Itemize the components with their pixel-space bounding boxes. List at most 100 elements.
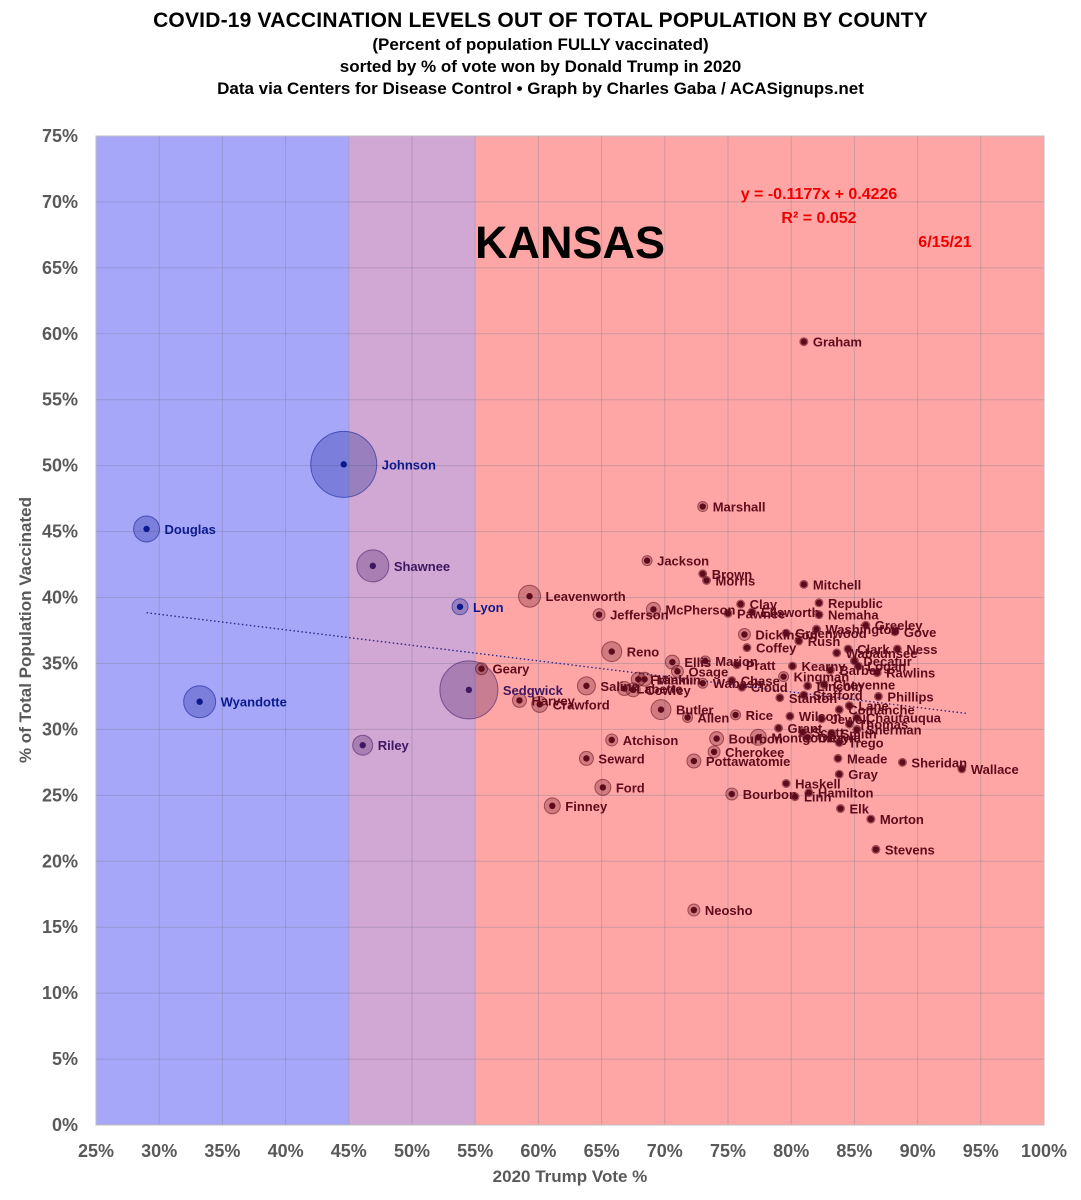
- point-label: Hamilton: [818, 786, 874, 801]
- point-marker: [733, 661, 741, 668]
- point-marker: [699, 570, 706, 577]
- point-marker: [782, 629, 790, 637]
- point-label: Comanche: [848, 703, 914, 718]
- point-marker: [516, 697, 523, 704]
- y-tick-label: 45%: [42, 522, 78, 542]
- chart-title: COVID-19 VACCINATION LEVELS OUT OF TOTAL…: [153, 9, 928, 32]
- point-marker: [853, 714, 861, 721]
- point-label: Johnson: [382, 457, 436, 472]
- y-tick-label: 55%: [42, 390, 78, 410]
- point-label: Sheridan: [911, 755, 967, 770]
- point-label: Sherman: [866, 722, 922, 737]
- point-label: Bourbon: [743, 787, 797, 802]
- point-label: Brown: [712, 567, 753, 582]
- x-tick-label: 55%: [457, 1141, 493, 1161]
- x-tick-label: 60%: [520, 1141, 556, 1161]
- point-label: Seward: [598, 751, 644, 766]
- point-label: Jackson: [657, 554, 709, 569]
- point-marker: [804, 734, 811, 741]
- point-label: Meade: [847, 751, 887, 766]
- point-marker: [143, 525, 150, 533]
- point-label: Gove: [904, 625, 937, 640]
- point-label: Saline: [600, 679, 638, 694]
- chart-subtitle-1: (Percent of population FULLY vaccinated): [372, 35, 709, 54]
- point-marker: [894, 645, 901, 653]
- point-marker: [536, 701, 543, 708]
- point-label: Phillips: [887, 689, 933, 704]
- point-marker: [813, 625, 820, 633]
- regression-equation: y = -0.1177x + 0.4226: [741, 186, 898, 203]
- point-marker: [684, 714, 691, 721]
- point-marker: [815, 611, 823, 618]
- y-axis-ticks: 0% 5% 10% 15% 20% 25% 30% 35% 40% 45% 50% 55% 60% 65%…: [42, 126, 78, 1135]
- point-marker: [595, 611, 603, 618]
- x-tick-label: 40%: [268, 1141, 304, 1161]
- point-label: McPherson: [665, 602, 735, 617]
- chart-subtitle-2: sorted by % of vote won by Donald Trump …: [339, 57, 742, 76]
- point-marker: [340, 461, 347, 468]
- point-label: Marion: [715, 654, 758, 669]
- point-label: Wabaunsee: [846, 646, 918, 661]
- point-marker: [583, 682, 590, 690]
- point-label: Grant: [788, 721, 823, 736]
- point-label: Ford: [616, 780, 645, 795]
- point-label: Finney: [565, 799, 608, 814]
- y-tick-label: 0%: [52, 1115, 78, 1135]
- point-label: Kearny: [801, 659, 846, 674]
- point-marker: [724, 610, 732, 617]
- point-marker: [699, 680, 706, 687]
- point-marker: [834, 755, 842, 762]
- point-label: Pratt: [746, 658, 776, 673]
- point-labels: Johnson Douglas Wyandotte Lyon Shawnee Riley S…: [165, 335, 1019, 918]
- point-marker: [800, 581, 808, 588]
- point-marker: [608, 648, 615, 655]
- point-label: Neosho: [705, 903, 753, 918]
- point-marker: [728, 677, 735, 684]
- point-marker: [836, 771, 843, 778]
- point-label: Bourbon: [729, 732, 783, 747]
- x-tick-label: 35%: [204, 1141, 240, 1161]
- point-marker: [800, 691, 808, 699]
- point-marker: [699, 503, 706, 510]
- point-marker: [703, 577, 710, 584]
- point-marker: [702, 657, 709, 665]
- point-label: Douglas: [165, 522, 216, 537]
- y-tick-label: 30%: [42, 719, 78, 739]
- x-tick-label: 45%: [331, 1141, 367, 1161]
- point-marker: [820, 681, 828, 688]
- point-marker: [728, 790, 735, 798]
- point-marker: [526, 593, 533, 600]
- point-marker: [674, 668, 681, 675]
- y-tick-label: 15%: [42, 917, 78, 937]
- point-marker: [815, 599, 823, 607]
- point-marker: [799, 728, 806, 736]
- point-marker: [690, 906, 698, 914]
- point-marker: [657, 706, 665, 713]
- point-marker: [630, 686, 637, 694]
- point-label: Sedgwick: [503, 683, 564, 698]
- point-marker: [690, 757, 698, 765]
- x-tick-label: 70%: [647, 1141, 683, 1161]
- y-tick-label: 70%: [42, 192, 78, 212]
- point-label: Wyandotte: [221, 695, 287, 710]
- y-tick-label: 50%: [42, 456, 78, 476]
- point-marker: [846, 702, 853, 709]
- point-label: Scott: [812, 725, 845, 740]
- point-marker: [478, 665, 485, 672]
- point-label: Franklin: [650, 672, 701, 687]
- point-label: Coffey: [756, 641, 797, 656]
- point-label: Republic: [828, 596, 883, 611]
- x-tick-label: 85%: [836, 1141, 872, 1161]
- point-label: Stafford: [813, 688, 863, 703]
- point-label: Logan: [867, 659, 906, 674]
- x-tick-label: 80%: [773, 1141, 809, 1161]
- y-axis-title: % of Total Population Vaccinated: [16, 497, 35, 763]
- point-label: Jewell: [831, 712, 870, 727]
- point-marker: [836, 706, 843, 713]
- point-label: Atchison: [623, 733, 679, 748]
- point-label: Allen: [698, 711, 730, 726]
- x-tick-label: 25%: [78, 1141, 114, 1161]
- background-bands: [96, 136, 1044, 1125]
- point-label: Cheyenne: [833, 678, 895, 693]
- point-label: Dickinson: [755, 627, 817, 642]
